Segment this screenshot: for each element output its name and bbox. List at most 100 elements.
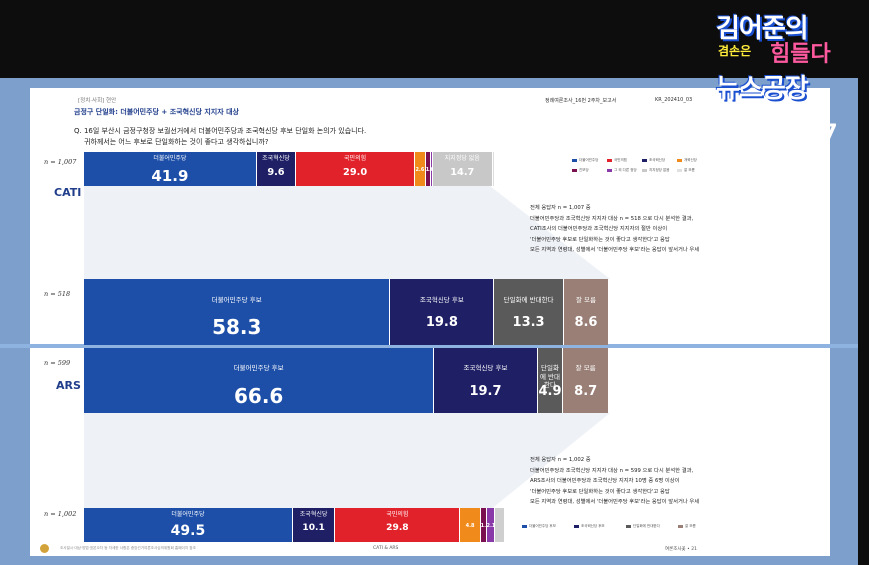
- segment-name: 조국혁신당: [262, 155, 290, 162]
- logo-mid-big: 힘들다: [770, 42, 831, 67]
- legend-label: 국민의힘: [614, 158, 627, 162]
- segment-name: 국민의힘: [386, 511, 409, 518]
- legend-entry: 더불어민주당 후보: [522, 524, 556, 529]
- legend-entry: 지지정당 없음: [642, 168, 669, 173]
- segment-name: 잘 모름: [575, 295, 596, 304]
- segment-value: 10.1: [302, 523, 325, 534]
- note-ars: 전체 응답자 n = 1,002 중 더불어민주당과 조국혁신당 지지자 대상 …: [530, 455, 699, 508]
- legend-entry: 개혁신당: [677, 158, 697, 163]
- legend-label: 지지정당 없음: [649, 168, 670, 172]
- logo-line-1: 김어준의: [716, 14, 809, 44]
- note-cati-line: 모든 지역과 연령대, 성별에서 '더불어민주당 후보'라는 응답이 앞서거나 …: [530, 247, 700, 253]
- n-label-ars-all: n = 1,002: [44, 510, 77, 518]
- logo-line-3: 뉴스공장: [716, 74, 809, 104]
- bar-segment: 2.1: [485, 508, 495, 542]
- bar-segment: 단일화에 반대한다 4.9: [536, 348, 563, 413]
- note-cati-line: 전체 응답자 n = 1,007 중: [530, 205, 591, 211]
- legend-swatch: [677, 158, 682, 162]
- segment-name: 지지정당 없음: [444, 155, 480, 162]
- footer-logo-icon: [40, 544, 49, 553]
- survey-separator: [0, 344, 858, 348]
- report-info: 정례여론조사_16번 2주차_보고서: [545, 98, 617, 104]
- segment-name: 조국혁신당 후보: [463, 364, 508, 373]
- bar-cati-all: 더불어민주당41.9조국혁신당9.6국민의힘29.02.61.20.5지지정당 …: [84, 152, 494, 186]
- footer-left: 조사일시·대상·방법·표본오차 등 자세한 사항은 중앙선거여론조사심의위원회 …: [60, 546, 196, 550]
- bar-ars-sub: 더불어민주당 후보 66.6 조국혁신당 후보 19.7 단일화에 반대한다 4.9 잘 모…: [84, 348, 608, 413]
- phone-number: 1877-1907: [712, 120, 838, 144]
- segment-name: 잘 모름: [575, 364, 596, 373]
- channel-logo: 김어준의 겸손은 힘들다 뉴스공장: [710, 0, 831, 112]
- n-label-ars-sub: n = 599: [44, 359, 71, 367]
- segment-value: 0.5: [431, 167, 432, 173]
- legend-label: 잘 모름: [685, 524, 696, 528]
- note-cati-line: '더불어민주당 후보로 단일화하는 것이 좋다고 생각한다'고 응답: [530, 236, 670, 243]
- segment-value: 4.9: [538, 383, 562, 399]
- note-ars-line: 모든 지역과 연령대, 성별에서 '더불어민주당 후보'라는 응답이 앞서거나 …: [530, 499, 700, 505]
- legend-label: 조국혁신당: [649, 158, 666, 162]
- note-cati: 전체 응답자 n = 1,007 중 더불어민주당과 조국혁신당 지지자 대상 …: [530, 203, 699, 256]
- note-cati-line: CATI조사의 더불어민주당과 조국혁신당 지지자의 절반 이상이: [530, 226, 668, 232]
- n-label-cati-sub: n = 518: [44, 290, 71, 298]
- footer-right: 여론조사꽃 • 21: [665, 547, 697, 552]
- bar-ars-all: 더불어민주당 49.5 조국혁신당 10.1 국민의힘 29.8 4.8 1.42.1: [84, 508, 504, 542]
- bar-segment: 조국혁신당 후보 19.7: [433, 348, 537, 413]
- legend-label: 진보당: [579, 168, 589, 172]
- note-cati-line: 더불어민주당과 조국혁신당 지지자 대상 n = 518 으로 다시 분석한 결…: [530, 215, 694, 222]
- legend-entry: 더불어민주당: [572, 158, 598, 163]
- report-category: [정치·사회] 현안: [78, 98, 117, 104]
- legend-swatch: [607, 158, 612, 162]
- bar-segment: 0.5: [429, 152, 432, 186]
- segment-name: 국민의힘: [344, 155, 367, 162]
- legend-swatch: [574, 524, 579, 528]
- bar-segment: [491, 152, 494, 186]
- segment-value: 4.8: [465, 522, 475, 529]
- bar-segment: 잘 모름 8.7: [562, 348, 608, 413]
- segment-name: 더불어민주당 후보: [211, 295, 262, 304]
- note-ars-line: '더불어민주당 후보로 단일화하는 것이 좋다고 생각한다'고 응답: [530, 488, 670, 495]
- segment-value: 49.5: [170, 523, 206, 540]
- segment-value: 13.3: [512, 315, 545, 331]
- segment-value: 58.3: [212, 315, 262, 340]
- segment-value: 1.4: [480, 522, 486, 529]
- legend-swatch: [642, 158, 647, 162]
- legend-swatch: [677, 168, 682, 172]
- segment-name: 조국혁신당: [299, 511, 328, 518]
- segment-value: 9.6: [267, 167, 285, 179]
- legend-label: 더불어민주당 후보: [529, 524, 556, 528]
- bar-segment: 국민의힘 29.8: [334, 508, 460, 542]
- note-ars-line: ARS조사의 더불어민주당과 조국혁신당 지지자 10명 중 6명 이상이: [530, 478, 680, 484]
- segment-name: 조국혁신당 후보: [419, 295, 464, 304]
- segment-value: 2.1: [486, 522, 495, 529]
- bar-cati-sub: 더불어민주당 후보 58.3 조국혁신당 후보 19.8 단일화에 반대한다 13.3 잘 …: [84, 279, 608, 345]
- legend-swatch: [522, 524, 527, 528]
- legend-entry: 잘 모름: [677, 168, 695, 173]
- legend-label: 개혁신당: [684, 158, 697, 162]
- bar-segment: 더불어민주당 후보 58.3: [84, 279, 390, 345]
- segment-value: 19.7: [469, 383, 502, 399]
- bar-segment: 조국혁신당 10.1: [291, 508, 335, 542]
- legend-label: 그 외 다른 정당: [614, 168, 637, 172]
- bar-segment: 국민의힘 29.0: [295, 152, 415, 186]
- segment-value: 2.6: [415, 166, 425, 173]
- legend-swatch: [678, 524, 683, 528]
- cati-label: CATI: [54, 186, 82, 199]
- footer-center: CATI & ARS: [373, 546, 399, 551]
- legend-entry: 그 외 다른 정당: [607, 168, 637, 173]
- bar-segment: 4.8: [459, 508, 480, 542]
- segment-value: 41.9: [151, 167, 189, 186]
- legend-entry: 진보당: [572, 168, 589, 173]
- legend-swatch: [572, 158, 577, 162]
- legend-label: 더불어민주당: [579, 158, 599, 162]
- segment-name: 더불어민주당: [171, 511, 205, 518]
- bar-segment: 지지정당 없음 14.7: [431, 152, 492, 186]
- segment-name: 단일화에 반대한다: [503, 295, 554, 304]
- bar-segment: [494, 508, 504, 542]
- bar-segment: 1.2: [424, 152, 430, 186]
- note-ars-line: 전체 응답자 n = 1,002 중: [530, 457, 591, 463]
- bar-segment: 조국혁신당 9.6: [255, 152, 296, 186]
- question-line-1: Q. 16일 부산시 금정구청장 보궐선거에서 더불어민주당과 조국혁신당 후보…: [74, 127, 367, 135]
- legend-swatch: [607, 168, 612, 172]
- funnel-cati: [84, 186, 610, 279]
